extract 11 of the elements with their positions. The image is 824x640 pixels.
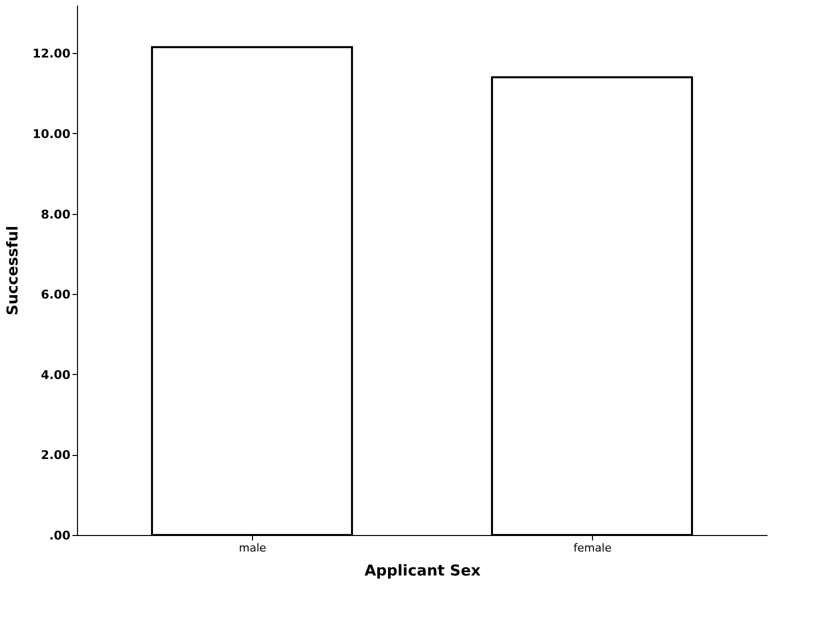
y-tick-label: 4.00 xyxy=(40,368,70,382)
y-tick-label: 2.00 xyxy=(40,448,70,462)
y-axis-title: Successful xyxy=(4,226,22,316)
x-tick-label: female xyxy=(574,542,612,554)
x-tick-label: male xyxy=(238,542,266,554)
x-axis-title: Applicant Sex xyxy=(364,562,481,580)
y-tick-label: .00 xyxy=(49,528,70,542)
y-tick-label: 12.00 xyxy=(32,46,70,61)
y-tick-label: 10.00 xyxy=(32,126,70,141)
y-tick-label: 8.00 xyxy=(40,207,70,222)
y-tick-label: 6.00 xyxy=(40,288,70,302)
